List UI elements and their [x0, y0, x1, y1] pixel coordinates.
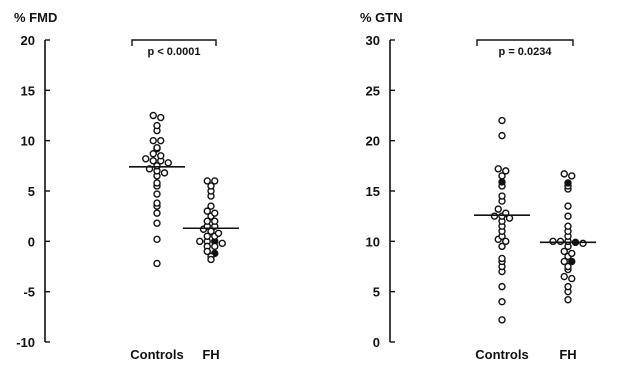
data-point [211, 242, 219, 251]
data-point [564, 222, 572, 230]
data-point [211, 217, 219, 225]
data-point [203, 177, 211, 185]
data-point [153, 144, 161, 152]
data-point [549, 237, 557, 246]
data-point [498, 192, 506, 200]
data-point [498, 131, 506, 140]
data-point [494, 165, 502, 173]
x-category-label: FH [559, 347, 576, 362]
data-point [149, 111, 157, 120]
data-point [153, 199, 161, 207]
data-point [498, 254, 506, 263]
data-point [498, 316, 506, 324]
y-tick-label: 20 [366, 134, 380, 149]
y-tick-label: 5 [28, 184, 35, 199]
data-point-filled [498, 178, 506, 186]
data-point [157, 152, 165, 160]
data-point [498, 298, 506, 306]
y-tick-label: 0 [28, 234, 35, 249]
data-point [203, 217, 211, 225]
data-point [149, 150, 157, 158]
data-point [502, 167, 510, 175]
data-point [498, 282, 506, 291]
data-point [498, 172, 506, 180]
data-point [564, 262, 572, 271]
y-tick-label: 25 [366, 83, 380, 98]
y-tick-label: 10 [21, 134, 35, 149]
data-point [153, 179, 161, 187]
significance-bracket [131, 39, 217, 46]
y-tick-label: -10 [16, 335, 35, 350]
data-point [153, 259, 161, 268]
y-tick-label: 0 [373, 335, 380, 350]
data-point [164, 159, 172, 167]
data-point [568, 274, 576, 283]
data-point-filled [564, 179, 572, 187]
y-tick-label: 5 [373, 285, 380, 300]
data-point [564, 212, 572, 220]
data-point [568, 172, 576, 180]
data-point [196, 237, 204, 246]
data-point [560, 170, 568, 178]
data-point [564, 202, 572, 210]
data-point [556, 237, 565, 246]
data-point [149, 157, 157, 165]
y-axis-label: % GTN [360, 10, 403, 25]
data-point [149, 136, 157, 145]
data-point [564, 296, 572, 304]
data-point [560, 272, 568, 281]
x-category-label: Controls [130, 347, 183, 362]
data-point [153, 209, 161, 217]
significance-bracket [476, 39, 574, 46]
data-point [157, 136, 165, 145]
data-point [490, 212, 499, 220]
data-point [560, 247, 568, 256]
data-point [502, 237, 510, 246]
y-tick-label: 15 [21, 83, 35, 98]
y-tick-label: 10 [366, 234, 380, 249]
y-tick-label: 20 [21, 33, 35, 48]
y-axis-label: % FMD [14, 10, 57, 25]
y-tick-label: 30 [366, 33, 380, 48]
data-point [498, 242, 506, 251]
data-point [153, 190, 161, 198]
data-point [153, 235, 161, 244]
data-point [564, 282, 572, 291]
data-point [207, 255, 215, 264]
significance-label: p < 0.0001 [148, 46, 201, 58]
data-point [153, 121, 161, 130]
data-point [142, 155, 150, 163]
data-point [560, 257, 568, 266]
x-category-label: Controls [475, 347, 528, 362]
data-point [211, 177, 219, 185]
data-point [214, 229, 223, 237]
data-point [203, 232, 211, 241]
y-tick-label: -5 [23, 285, 35, 300]
data-point [203, 207, 211, 215]
data-point [494, 205, 502, 213]
x-category-label: FH [202, 347, 219, 362]
data-point [157, 113, 165, 122]
data-point [498, 116, 506, 125]
chart-panel-0: % FMD -10 -5 0 5 10 15 20 Controls FH p < 0.0001 [14, 10, 239, 362]
data-point [203, 247, 211, 256]
significance-label: p = 0.0234 [499, 46, 553, 58]
data-point [211, 209, 219, 217]
data-point [160, 169, 169, 177]
data-point [207, 202, 215, 210]
data-point [153, 219, 161, 227]
data-point [568, 249, 576, 258]
data-point-filled [568, 257, 576, 266]
y-tick-label: 15 [366, 184, 380, 199]
chart-panel-1: % GTN 0 5 10 15 20 25 30 Controls FH p = 0.0234 [360, 10, 596, 362]
data-point [579, 239, 587, 248]
data-point [207, 182, 215, 190]
data-point [218, 239, 226, 248]
